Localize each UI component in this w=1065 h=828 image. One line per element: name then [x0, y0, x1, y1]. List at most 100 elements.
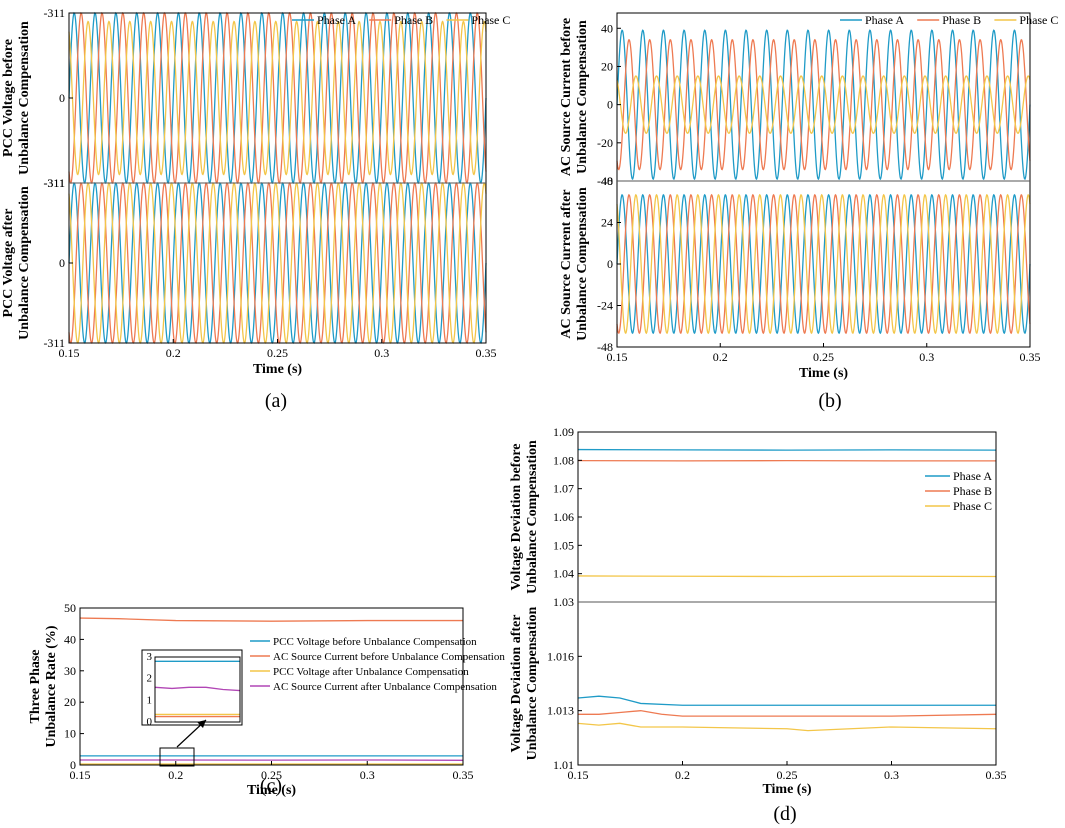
- panel-c-inset-ytick-label: 0: [147, 716, 153, 728]
- panel-a-ytick-label: -311: [43, 336, 65, 350]
- panel-d-ytick-label: 1.01: [553, 758, 574, 772]
- panel-d-ytick-label: 1.06: [553, 510, 574, 524]
- panel-b-frame: [616, 12, 1031, 348]
- panel-d-ylabel-line: Voltage Deviation before: [509, 444, 524, 591]
- panel-c-series-line: [79, 617, 463, 622]
- panel-a-xtick-label: 0.35: [476, 346, 497, 360]
- panel-b-ytick-label: 20: [601, 59, 613, 73]
- panel-c-inset-frame: [154, 656, 241, 723]
- panel-b-ylabel-line: Unbalance Compensation: [575, 187, 590, 341]
- panel-b-ytick-label: -24: [597, 299, 613, 313]
- panel-a-series-line: [68, 11, 487, 185]
- panel-a-ytick-label: 0: [59, 256, 65, 270]
- panel-a-ytick-label: -311: [43, 176, 65, 190]
- panel-b-xtick-label: 0.25: [813, 350, 834, 364]
- panel-b-xtick-label: 0.15: [607, 350, 628, 364]
- panel-a-ytick-label: -311: [43, 6, 65, 20]
- panel-a-series-line: [68, 181, 487, 345]
- panel-d-ylabel-line: Unbalance Compensation: [525, 440, 540, 594]
- panel-d-legend-label: Phase A: [953, 469, 992, 483]
- panel-a-ylabel-line: PCC Voltage after: [1, 209, 16, 318]
- panel-b-ytick-label: 0: [607, 257, 613, 271]
- panel-d-series-line: [577, 448, 997, 451]
- panel-a-xtick-label: 0.15: [59, 346, 80, 360]
- panel-b-ytick-label: -48: [597, 340, 613, 354]
- panel-c-ylabel: Three PhaseUnbalance Rate (%): [28, 625, 59, 747]
- panel-b-ylabel: AC Source Current afterUnbalance Compens…: [559, 187, 590, 341]
- panel-b-xtick-label: 0.2: [713, 350, 728, 364]
- panel-d-ylabel: Voltage Deviation beforeUnbalance Compen…: [509, 440, 540, 594]
- panel-a-ylabel-line: Unbalance Compensation: [17, 186, 32, 340]
- panel-b-ytick-label: 48: [601, 174, 613, 188]
- panel-d-xtick-label: 0.3: [884, 768, 899, 782]
- panel-a-series-line: [68, 181, 487, 345]
- panel-d-series-line: [577, 695, 996, 706]
- panel-d-ylabel-line: Voltage Deviation after: [509, 615, 524, 753]
- panel-a-ylabel-line: Unbalance Compensation: [17, 21, 32, 175]
- panel-d-ytick-label: 1.08: [553, 453, 574, 467]
- panel-d-xtick-label: 0.2: [675, 768, 690, 782]
- panel-b-label: (b): [818, 390, 841, 412]
- panel-c-ytick-label: 10: [64, 727, 76, 741]
- panel-d-xlabel: Time (s): [762, 782, 811, 797]
- panel-b-series-line: [616, 75, 1031, 134]
- panel-d-legend-label: Phase B: [953, 484, 992, 498]
- panel-c-inset-ytick-label: 3: [147, 651, 153, 663]
- panel-a-ylabel: PCC Voltage afterUnbalance Compensation: [1, 186, 32, 340]
- panel-d-ytick-label: 1.05: [553, 538, 574, 552]
- panel-b-series-line: [616, 29, 1031, 181]
- panel-c-xtick-label: 0.35: [453, 768, 474, 782]
- panel-a-xtick-label: 0.25: [267, 346, 288, 360]
- panel-d-ylabel: Voltage Deviation afterUnbalance Compens…: [509, 606, 540, 760]
- panel-c-xlabel: Time (s): [247, 783, 296, 798]
- panel-c-ytick-label: 40: [64, 632, 76, 646]
- panel-c-ytick-label: 20: [64, 695, 76, 709]
- panel-b-ylabel-line: AC Source Current after: [559, 189, 574, 338]
- panel-c-xtick-label: 0.25: [261, 768, 282, 782]
- panel-b-series-line: [616, 193, 1031, 335]
- panel-a-xlabel: Time (s): [253, 362, 302, 377]
- panel-c-ylabel-line: Unbalance Rate (%): [44, 625, 59, 747]
- panel-b-xtick-label: 0.35: [1020, 350, 1041, 364]
- panel-b-chart: -40 -20 0 20 40 AC Source Current beforeUnbal…: [559, 12, 1058, 412]
- panel-d-chart: 1.03 1.04 1.05 1.06 1.07 1.08 1.09 Voltage Devi…: [509, 425, 1007, 825]
- panel-c-xtick-label: 0.2: [168, 768, 183, 782]
- panel-d-xtick-label: 0.35: [986, 768, 1007, 782]
- panel-c-ytick-label: 50: [64, 601, 76, 615]
- panel-b-ytick-label: 0: [607, 98, 613, 112]
- panel-c-inset-ytick-label: 2: [147, 673, 153, 685]
- panel-c-ytick-label: 30: [64, 664, 76, 678]
- panel-c-ytick-label: 0: [70, 758, 76, 772]
- panel-b-ytick-label: 24: [601, 216, 613, 230]
- panel-b-ytick-label: -20: [597, 136, 613, 150]
- panel-a-legend-label: Phase C: [471, 13, 510, 27]
- panel-b-series-line: [616, 193, 1031, 335]
- panel-a-ytick-label: -311: [43, 176, 65, 190]
- panel-c-inset-series-line: [154, 686, 241, 692]
- panel-a-series-line: [68, 20, 487, 176]
- panel-c-inset-ytick-label: 1: [147, 694, 153, 706]
- panel-a-xtick-label: 0.2: [166, 346, 181, 360]
- panel-b-series-line: [616, 38, 1031, 171]
- panel-a-xtick-label: 0.3: [374, 346, 389, 360]
- panel-d-legend-label: Phase C: [953, 499, 992, 513]
- panel-b-legend-label: Phase A: [865, 13, 904, 27]
- panel-a-ylabel-line: PCC Voltage before: [1, 39, 16, 157]
- panel-a-legend-label: Phase A: [317, 13, 356, 27]
- panel-a-series-line: [68, 11, 487, 185]
- panel-d-ytick-label: 1.04: [553, 567, 574, 581]
- panel-a-ylabel: PCC Voltage beforeUnbalance Compensation: [1, 21, 32, 175]
- panel-b-series-line: [616, 193, 1031, 335]
- panel-c-xtick-label: 0.15: [70, 768, 91, 782]
- panel-b-ylabel-line: Unbalance Compensation: [575, 20, 590, 174]
- panel-c-legend-label: PCC Voltage after Unbalance Compensation: [273, 666, 469, 678]
- panel-b-xtick-label: 0.3: [919, 350, 934, 364]
- panel-b-ylabel: AC Source Current beforeUnbalance Compen…: [559, 18, 590, 176]
- panel-d-xtick-label: 0.15: [568, 768, 589, 782]
- panel-c-xtick-label: 0.3: [360, 768, 375, 782]
- panel-d-series-line: [578, 710, 997, 717]
- panel-c-legend-label: AC Source Current before Unbalance Compe…: [273, 651, 505, 663]
